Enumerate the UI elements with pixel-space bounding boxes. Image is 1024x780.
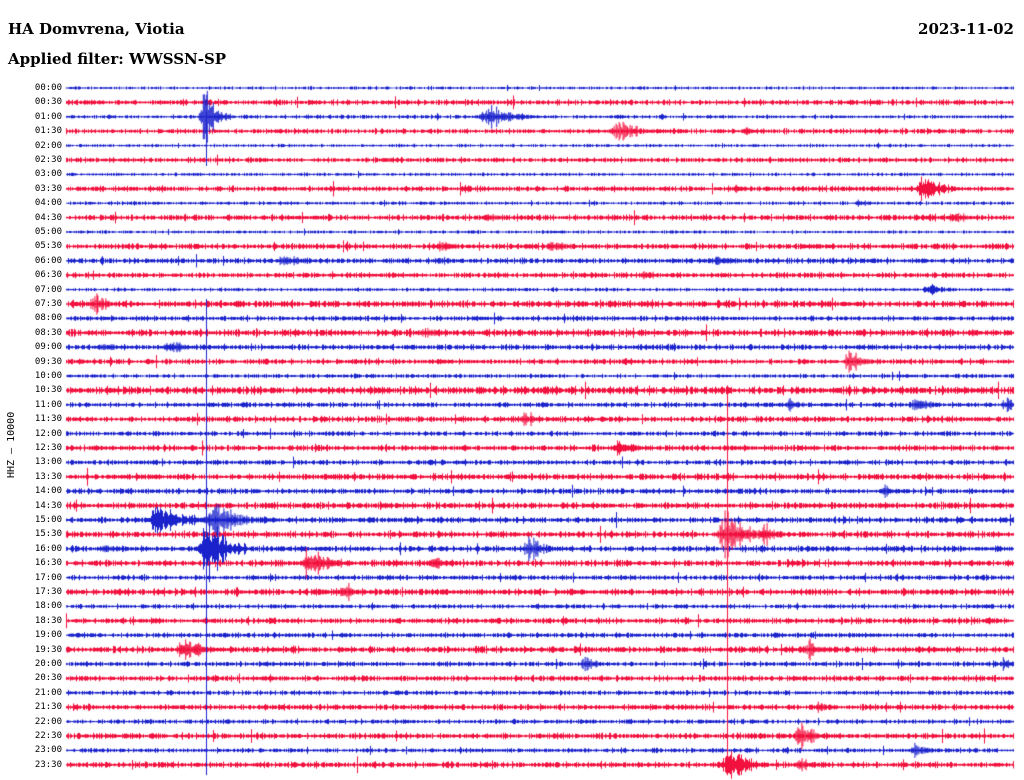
time-label: 04:00 — [34, 198, 62, 209]
time-label: 12:00 — [34, 428, 62, 439]
time-label: 17:30 — [34, 587, 62, 597]
time-label: 02:00 — [34, 140, 62, 151]
time-label: 23:00 — [34, 745, 62, 756]
time-label: 15:00 — [34, 515, 62, 525]
time-label: 09:30 — [34, 356, 62, 367]
time-label: 03:30 — [34, 183, 62, 194]
time-label: 11:00 — [34, 399, 62, 410]
time-label: 06:30 — [34, 270, 62, 281]
time-label: 01:30 — [34, 126, 62, 137]
time-label: 13:30 — [34, 471, 62, 482]
time-label: 19:30 — [34, 644, 62, 655]
time-label: 21:00 — [34, 687, 62, 698]
time-label: 03:00 — [34, 169, 62, 180]
time-label: 10:00 — [34, 371, 62, 381]
time-label: 16:30 — [34, 558, 62, 569]
time-label: 22:30 — [34, 731, 62, 741]
time-label: 19:00 — [34, 630, 62, 641]
time-label: 14:00 — [34, 486, 62, 497]
time-label: 06:00 — [34, 255, 62, 266]
time-label: 00:30 — [34, 97, 62, 108]
time-label: 21:30 — [34, 702, 62, 713]
time-label: 16:00 — [34, 543, 62, 554]
time-label: 05:00 — [34, 227, 62, 237]
time-label: 08:00 — [34, 313, 62, 324]
time-label: 12:30 — [34, 443, 62, 453]
time-label: 18:30 — [34, 615, 62, 626]
time-label: 08:30 — [34, 327, 62, 338]
time-label: 01:00 — [34, 111, 62, 122]
time-label: 09:00 — [34, 342, 62, 353]
time-label: 23:30 — [34, 759, 62, 770]
time-label: 18:00 — [34, 601, 62, 612]
time-label: 13:00 — [34, 457, 62, 468]
time-label: 22:00 — [34, 716, 62, 727]
time-label: 20:00 — [34, 659, 62, 669]
time-label: 20:30 — [34, 673, 62, 684]
time-label: 11:30 — [34, 414, 62, 425]
time-label: 07:00 — [34, 284, 62, 295]
time-label: 07:30 — [34, 299, 62, 309]
time-label: 14:30 — [34, 500, 62, 511]
time-label: 05:30 — [34, 241, 62, 252]
time-label: 02:30 — [34, 155, 62, 165]
time-label: 04:30 — [34, 212, 62, 223]
time-label: 17:00 — [34, 572, 62, 583]
time-label: 00:00 — [34, 83, 62, 93]
time-label: 10:30 — [34, 385, 62, 396]
time-label: 15:30 — [34, 529, 62, 540]
